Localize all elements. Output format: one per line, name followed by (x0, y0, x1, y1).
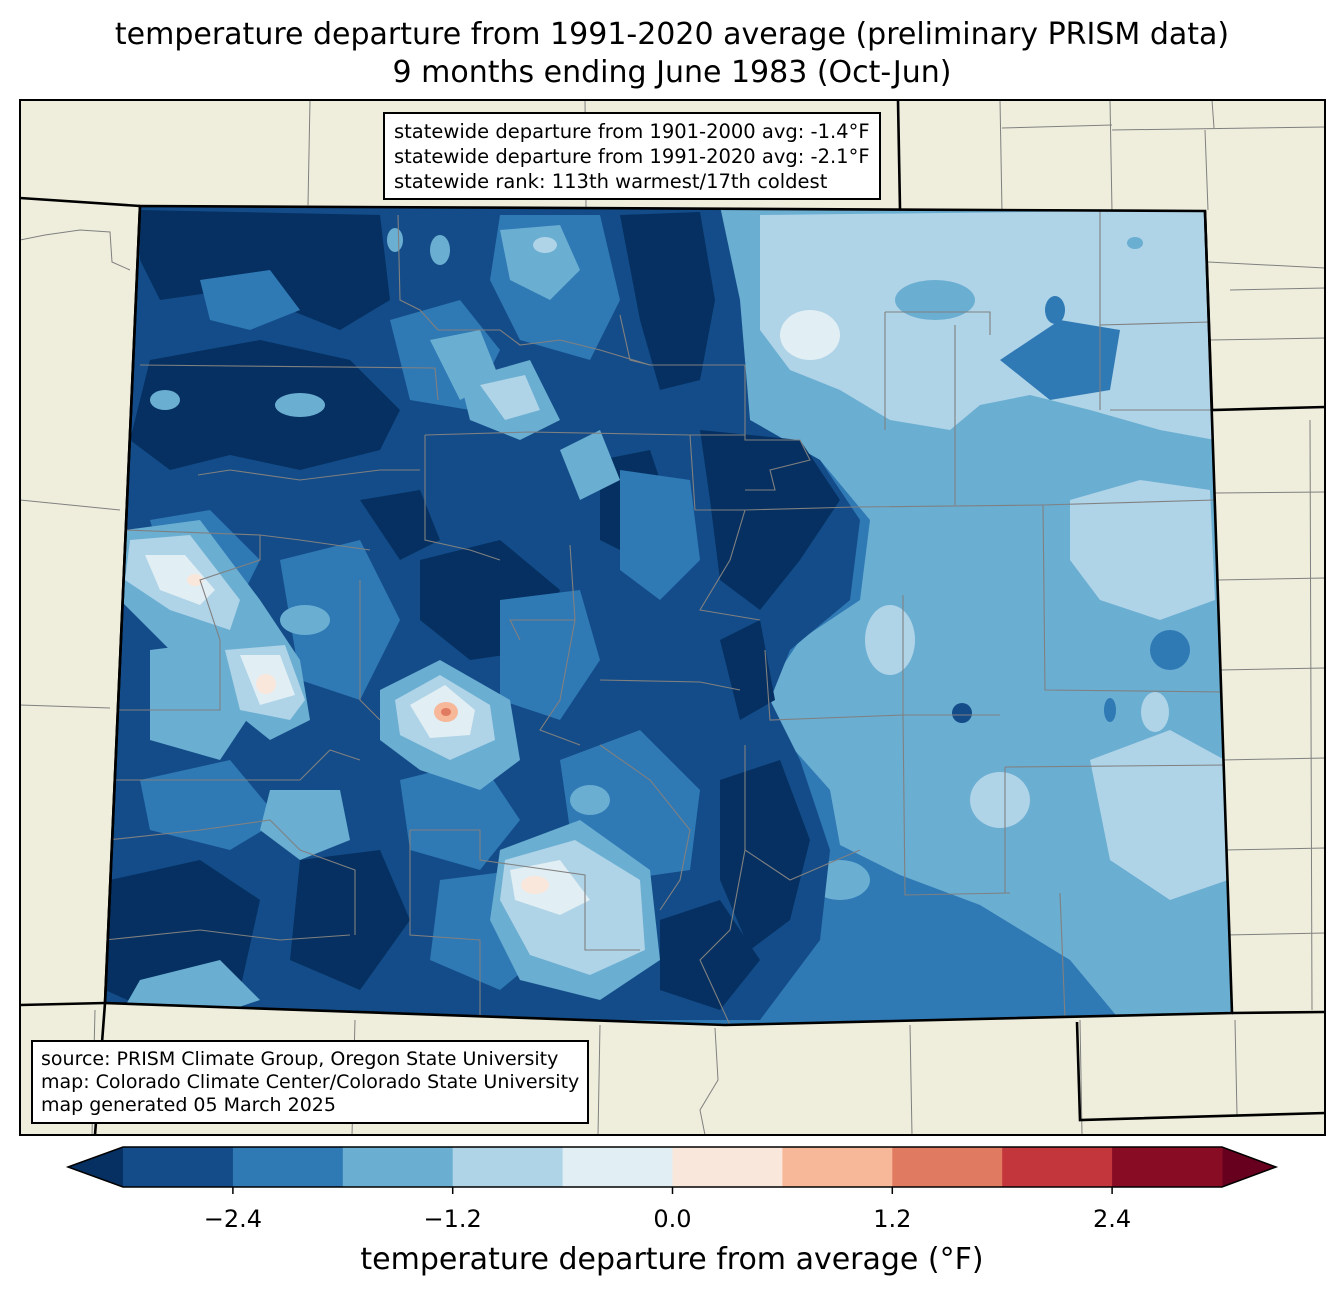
colorbar-tick-label: 0.0 (653, 1205, 692, 1233)
colorbar-segment (892, 1147, 1003, 1187)
source-generated-date: map generated 05 March 2025 (41, 1094, 336, 1116)
statewide-stats-box: statewide departure from 1901-2000 avg: … (383, 112, 881, 200)
stats-departure-1901-2000: statewide departure from 1901-2000 avg: … (394, 120, 870, 143)
colorbar-label: temperature departure from average (°F) (360, 1242, 984, 1277)
colorbar-segment (1002, 1147, 1113, 1187)
colorbar-segment (782, 1147, 893, 1187)
source-map-credit: map: Colorado Climate Center/Colorado St… (41, 1071, 580, 1093)
colorado-county-lines (105, 210, 1229, 1025)
temperature-field (105, 206, 1232, 1025)
stats-rank: statewide rank: 113th warmest/17th colde… (394, 170, 828, 193)
source-box: source: PRISM Climate Group, Oregon Stat… (31, 1040, 590, 1124)
colorbar-tick-label: 2.4 (1093, 1205, 1132, 1233)
colorbar-segment (562, 1147, 673, 1187)
map-subtitle: 9 months ending June 1983 (Oct-Jun) (392, 55, 952, 90)
colorbar-outline (65, 1146, 1279, 1188)
map-frame (19, 99, 1326, 1136)
map-title: temperature departure from 1991-2020 ave… (114, 17, 1230, 52)
colorbar-segment (452, 1147, 564, 1187)
source-prism: source: PRISM Climate Group, Oregon Stat… (41, 1048, 559, 1070)
colorbar-segment (123, 1147, 234, 1187)
colorbar-segment (342, 1147, 454, 1187)
colorbar-segment (672, 1147, 783, 1187)
colorbar-tick-label: 1.2 (873, 1205, 912, 1233)
colorbar (65, 1146, 1279, 1194)
colorbar-segment (1112, 1147, 1223, 1187)
colorbar-under-arrow (68, 1147, 123, 1187)
colorbar-tick-label: −2.4 (203, 1205, 263, 1233)
colorbar-segment (232, 1147, 344, 1187)
colorbar-over-arrow (1222, 1147, 1276, 1187)
stats-departure-1991-2020: statewide departure from 1991-2020 avg: … (394, 145, 870, 168)
colorbar-tick-label: −1.2 (423, 1205, 482, 1233)
